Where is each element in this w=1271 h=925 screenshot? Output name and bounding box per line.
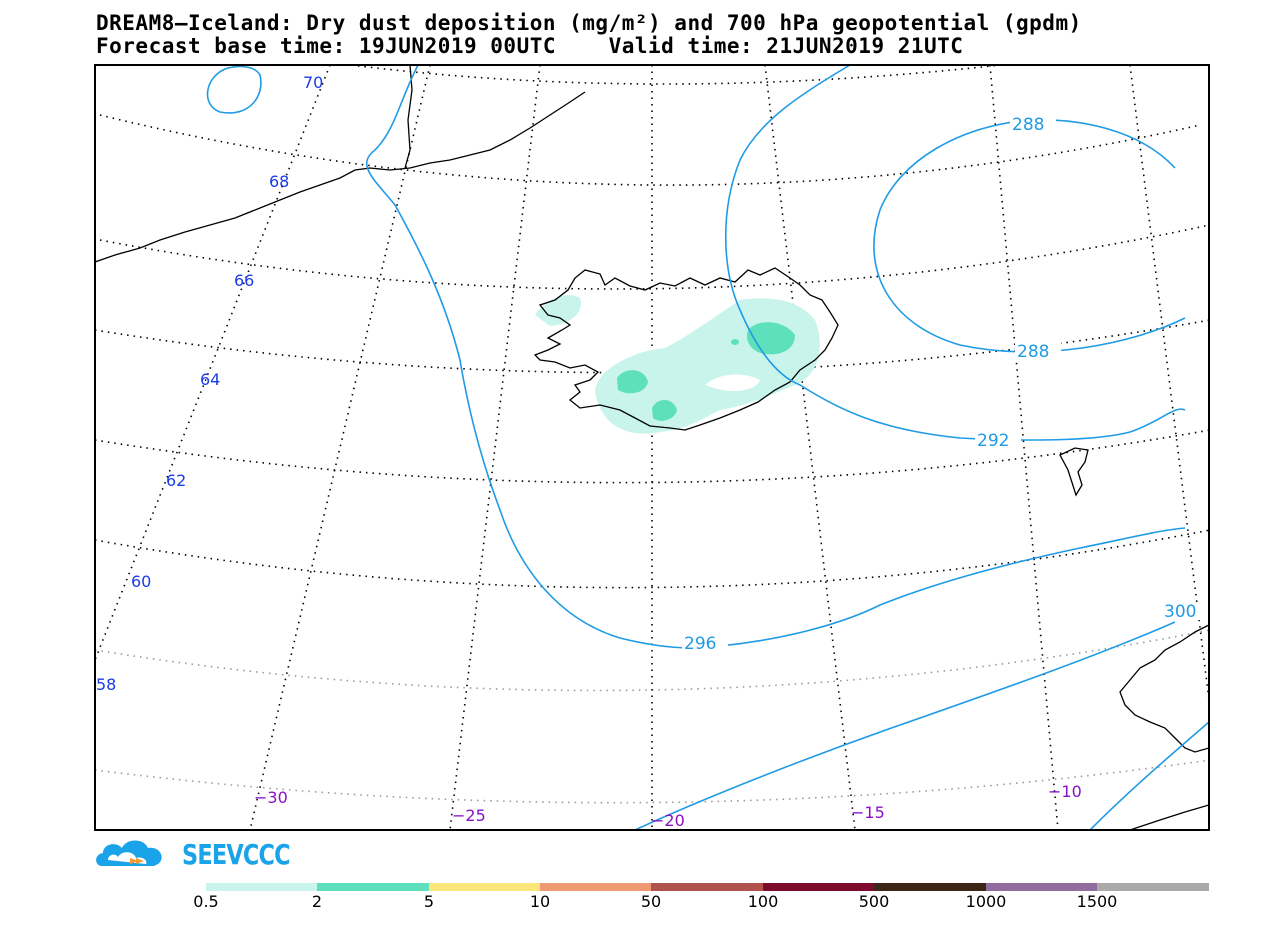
dust-area-gap (705, 374, 760, 392)
coastline-iceland (533, 267, 839, 431)
dust-area-mid-spot (731, 339, 739, 345)
lat-label: 66 (234, 271, 254, 290)
map-title-line-2: Forecast base time: 19JUN2019 00UTC Vali… (96, 34, 964, 58)
contour-label: 292 (977, 431, 1009, 451)
latitude-graticule (95, 65, 1209, 804)
lat-label: 60 (131, 572, 151, 591)
latitude-labels: 70 68 66 64 62 60 58 (96, 73, 323, 694)
coastline-greenland (95, 65, 586, 263)
coastline-scotland (1119, 624, 1209, 830)
colorbar-swatch (874, 883, 986, 891)
colorbar-swatch (206, 883, 317, 891)
contour-label: 296 (684, 634, 716, 654)
coastlines (95, 65, 1209, 830)
geopotential-contours (206, 65, 1209, 830)
seevccc-logo: SEEVCCC (94, 836, 314, 872)
colorbar-label: 10 (529, 892, 551, 911)
colorbar-label: 5 (423, 892, 435, 911)
lat-label: 58 (96, 675, 116, 694)
lon-label: −25 (452, 806, 486, 825)
lat-label: 64 (200, 370, 220, 389)
dust-area-mid-south (652, 399, 677, 421)
dust-area-mid-west (617, 370, 648, 394)
colorbar-label: 50 (640, 892, 662, 911)
colorbar-swatch (763, 883, 874, 891)
contour-288-ring (873, 118, 1186, 353)
lon-label: −10 (1048, 782, 1082, 801)
lat-label: 62 (166, 471, 186, 490)
map-frame (94, 64, 1210, 831)
longitude-labels: −30 −25 −20 −15 −10 (254, 782, 1082, 830)
colorbar-label: 0.5 (193, 892, 219, 911)
logo-text: SEEVCCC (182, 838, 291, 871)
colorbar-label: 1500 (1076, 892, 1118, 911)
contour-label: 300 (1164, 602, 1196, 622)
lon-label: −15 (851, 803, 885, 822)
lat-label: 68 (269, 172, 289, 191)
contour-west-trough (365, 65, 1186, 649)
colorbar-label: 2 (311, 892, 323, 911)
longitude-graticule (95, 65, 1209, 830)
lon-label: −30 (254, 788, 288, 807)
colorbar-swatch (317, 883, 429, 891)
contour-label: 288 (1012, 115, 1044, 135)
colorbar-swatch (651, 883, 763, 891)
contour-300 (634, 621, 1209, 830)
colorbar-label: 100 (747, 892, 779, 911)
contour-label: 288 (1017, 342, 1049, 362)
dust-area-low-nw (535, 295, 581, 326)
dust-deposition-field (535, 295, 820, 434)
colorbar (206, 883, 1209, 891)
colorbar-swatch (429, 883, 540, 891)
lon-label: −20 (651, 811, 685, 830)
colorbar-swatch (540, 883, 651, 891)
colorbar-swatch (1097, 883, 1209, 891)
colorbar-swatch (986, 883, 1097, 891)
colorbar-label: 500 (858, 892, 890, 911)
lat-label: 70 (303, 73, 323, 92)
dust-area-low (595, 298, 820, 434)
map-title-line-1: DREAM8—Iceland: Dry dust deposition (mg/… (96, 11, 1082, 35)
contour-east-low (724, 65, 1186, 441)
coastline-faroe (1059, 447, 1089, 497)
cloud-icon (96, 840, 162, 866)
contour-north-loop (206, 65, 262, 114)
colorbar-label: 1000 (965, 892, 1007, 911)
contour-labels: 288 288 292 296 300 (682, 114, 1208, 654)
